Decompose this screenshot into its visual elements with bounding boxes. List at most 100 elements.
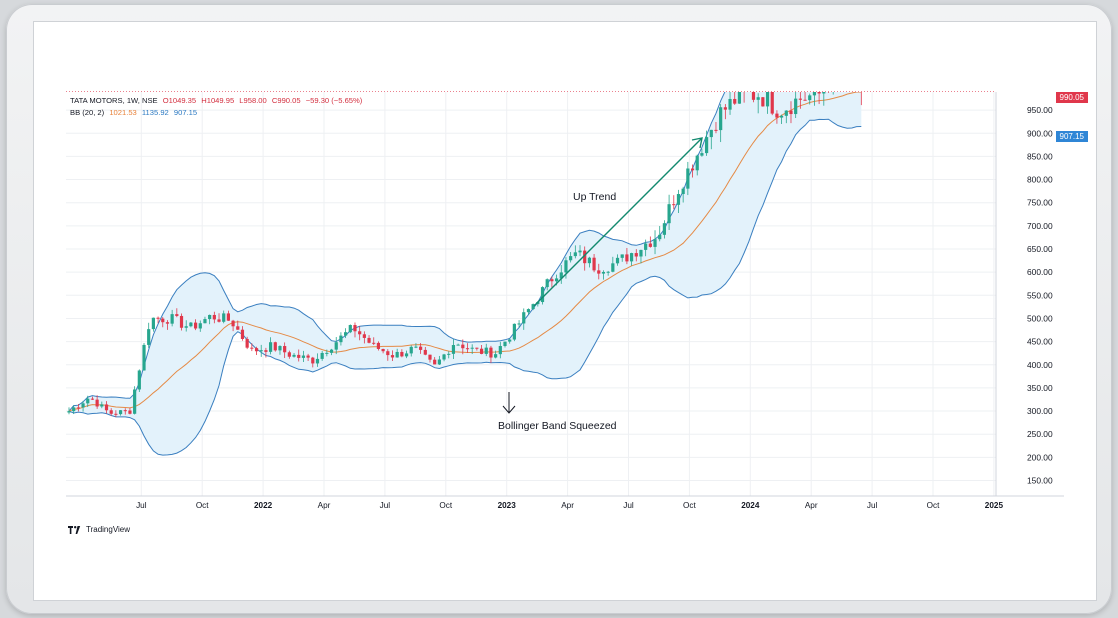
candle-body — [329, 349, 334, 353]
x-tick-label: Jul — [380, 501, 391, 510]
candle-body — [353, 325, 357, 332]
candle-body — [198, 323, 202, 329]
tradingview-logo-icon — [68, 525, 81, 534]
candle-body — [583, 250, 587, 264]
candle-body — [264, 350, 268, 352]
candle-body — [339, 335, 343, 343]
candle-body — [564, 260, 568, 273]
high-value: H1049.95 — [201, 96, 235, 105]
y-tick-label: 800.00 — [1027, 175, 1053, 185]
candle-body — [644, 243, 648, 250]
y-tick-label: 850.00 — [1027, 151, 1053, 161]
candle-body — [165, 322, 170, 324]
candle-body — [775, 113, 779, 118]
x-tick-label: Oct — [439, 501, 452, 510]
candle-body — [770, 92, 774, 114]
up-trend-arrowhead — [691, 137, 703, 149]
bb-lower-line — [68, 118, 862, 456]
candle-body — [526, 309, 531, 313]
candle-body — [123, 410, 127, 412]
candle-body — [653, 239, 657, 247]
candle-body — [489, 347, 493, 358]
candle-body — [325, 352, 329, 354]
squeeze-label: Bollinger Band Squeezed — [498, 420, 617, 432]
candle-body — [855, 76, 858, 87]
candle-body — [681, 188, 685, 195]
candle-body — [358, 331, 362, 335]
candle-body — [850, 64, 853, 76]
candle-body — [606, 271, 610, 273]
candle-body — [573, 252, 577, 257]
bb-name: BB (20, 2) — [70, 108, 105, 117]
candle-body — [794, 98, 798, 115]
candle-body — [442, 354, 446, 360]
candle-body — [334, 342, 338, 350]
y-tick-label: 600.00 — [1027, 267, 1053, 277]
candle-body — [189, 322, 193, 327]
candle-body — [719, 107, 723, 131]
candle-body — [761, 97, 765, 107]
y-tick-label: 450.00 — [1027, 337, 1053, 347]
candle-body — [860, 87, 863, 92]
candle-body — [287, 352, 291, 357]
candle-body — [832, 65, 835, 90]
x-tick-label: 2022 — [254, 501, 273, 510]
candle-body — [301, 355, 306, 358]
candle-body — [822, 92, 826, 94]
candle-body — [278, 346, 282, 351]
symbol-legend: TATA MOTORS, 1W, NSE O1049.35 H1049.95 L… — [70, 96, 365, 105]
bb-upper-value: 1135.92 — [141, 108, 169, 117]
candle-body — [236, 326, 240, 330]
x-tick-label: Oct — [927, 501, 940, 510]
x-tick-label: Apr — [805, 501, 818, 510]
candle-body — [395, 351, 399, 358]
candle-body — [841, 64, 844, 67]
candle-body — [540, 287, 545, 303]
candle-body — [268, 342, 273, 352]
candle-body — [512, 323, 516, 340]
candle-body — [179, 315, 184, 328]
indicator-legend[interactable]: BB (20, 2) 1021.53 1135.92 907.15 — [70, 108, 200, 117]
y-tick-label: 950.00 — [1027, 105, 1053, 115]
candle-body — [147, 329, 151, 345]
candle-body — [798, 98, 802, 100]
last-price-badge: 990.05 — [1055, 92, 1088, 103]
candle-body — [250, 347, 254, 349]
candle-body — [100, 404, 104, 407]
candle-body — [419, 346, 423, 350]
candle-body — [128, 410, 132, 414]
candle-body — [522, 312, 526, 324]
candle-body — [808, 95, 812, 101]
candle-body — [137, 370, 141, 390]
candle-body — [780, 115, 784, 118]
candle-body — [733, 98, 737, 104]
candle-body — [175, 314, 179, 316]
candle-body — [456, 344, 460, 346]
candle-body — [404, 353, 409, 357]
candle-body — [311, 357, 315, 364]
candle-body — [803, 99, 807, 101]
candle-body — [676, 194, 681, 205]
y-tick-label: 900.00 — [1027, 128, 1053, 138]
candle-body — [817, 92, 821, 94]
candle-body — [709, 129, 713, 138]
y-tick-label: 250.00 — [1027, 429, 1053, 439]
low-value: L958.00 — [239, 96, 267, 105]
candle-body — [226, 313, 230, 321]
candle-body — [737, 92, 742, 104]
candle-body — [695, 155, 699, 171]
candle-body — [245, 338, 249, 348]
tradingview-branding[interactable]: TradingView — [68, 525, 130, 534]
y-tick-label: 300.00 — [1027, 406, 1053, 416]
candle-body — [344, 332, 348, 336]
candle-body — [170, 314, 174, 324]
candle-body — [292, 354, 296, 357]
candle-body — [751, 92, 756, 100]
candle-body — [629, 253, 634, 262]
candle-body — [151, 317, 155, 330]
candle-body — [728, 98, 732, 110]
candle-body — [765, 92, 770, 107]
price-chart[interactable]: 150.00 200.00 250.00 300.00 350.00 400.00 450.… — [34, 22, 1096, 600]
candle-body — [461, 344, 465, 349]
candle-body — [161, 318, 165, 323]
